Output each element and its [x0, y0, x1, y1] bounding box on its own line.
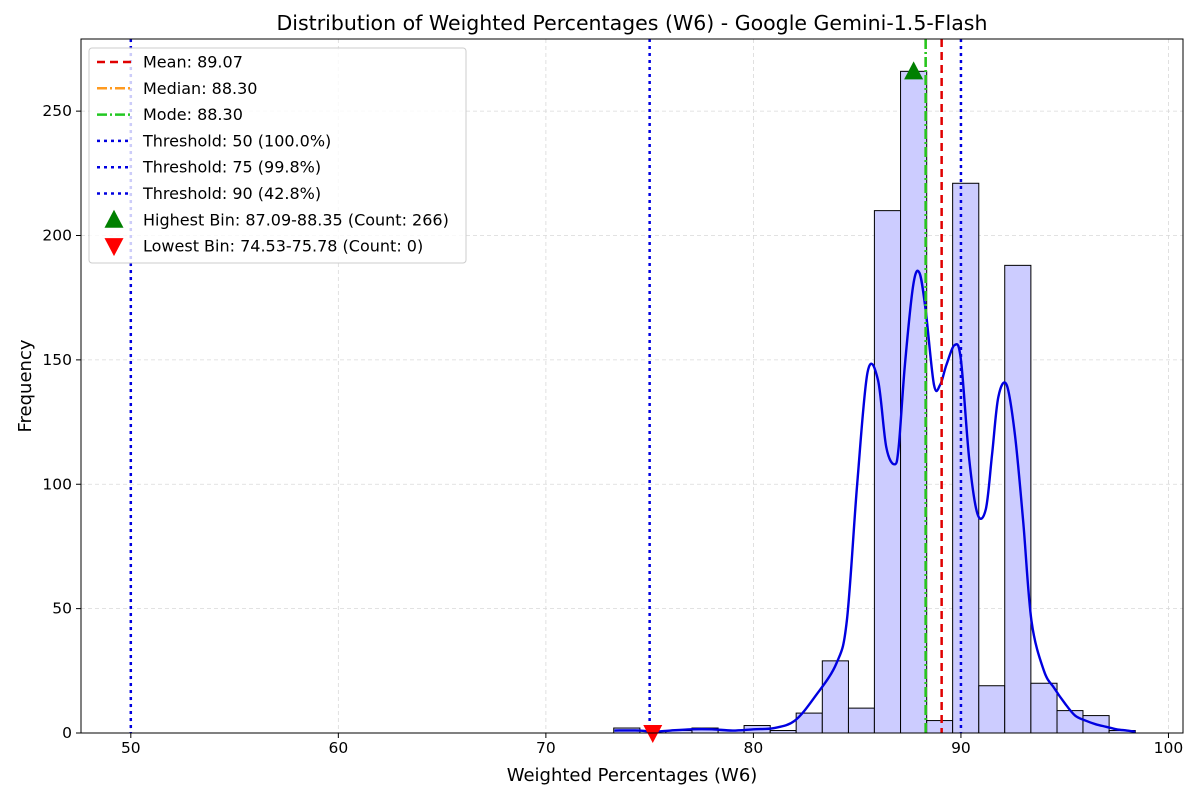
bin-marker-1 — [643, 725, 663, 743]
y-tick-label: 0 — [62, 724, 72, 742]
y-tick-label: 250 — [42, 102, 72, 120]
histogram-bar — [1004, 264, 1032, 734]
plot-frame — [80, 38, 1184, 734]
x-axis-label: Weighted Percentages (W6) — [507, 765, 758, 786]
legend-label-0: Mean: 89.07 — [143, 53, 243, 72]
reference-lines — [129, 39, 963, 733]
histogram-bar — [978, 685, 1006, 734]
bin-marker-0 — [904, 61, 924, 80]
histogram-bar — [1056, 710, 1084, 734]
histogram-bar — [821, 660, 849, 734]
legend-label-5: Threshold: 90 (42.8%) — [142, 184, 321, 203]
legend-box — [88, 47, 467, 264]
legend-label-3: Threshold: 50 (100.0%) — [142, 131, 331, 150]
y-tick-label: 200 — [42, 227, 72, 245]
histogram-bar — [873, 210, 902, 734]
legend-label-4: Threshold: 75 (99.8%) — [142, 158, 321, 177]
histogram-bar — [1030, 682, 1058, 734]
legend-swatch-7 — [104, 238, 124, 257]
legend-label-1: Median: 88.30 — [143, 79, 257, 98]
x-tick-label: 80 — [744, 739, 764, 757]
kde-line — [614, 269, 1136, 733]
x-tick-label: 90 — [951, 739, 971, 757]
chart-title: Distribution of Weighted Percentages (W6… — [277, 11, 988, 35]
y-tick-label: 150 — [42, 351, 72, 369]
legend-swatch-6 — [104, 209, 124, 228]
x-tick-label: 100 — [1154, 739, 1184, 757]
x-tick-label: 70 — [536, 739, 556, 757]
histogram-bar — [847, 707, 875, 734]
bin-markers — [643, 61, 924, 743]
legend-label-2: Mode: 88.30 — [143, 105, 243, 124]
axis-ticks: 50 60 70 80 90 100 0 50 100 150 200 250 — [42, 102, 1183, 757]
legend-label-6: Highest Bin: 87.09-88.35 (Count: 266) — [143, 210, 449, 229]
y-tick-label: 50 — [52, 600, 72, 618]
histogram-bar — [952, 182, 980, 734]
x-tick-label: 50 — [121, 739, 141, 757]
legend-label-7: Lowest Bin: 74.53-75.78 (Count: 0) — [143, 237, 423, 256]
y-axis-label: Frequency — [15, 339, 36, 432]
legend: Mean: 89.07 Median: 88.30 Mode: 88.30 Thres… — [88, 47, 467, 264]
y-tick-label: 100 — [42, 475, 72, 493]
kde-curve — [614, 269, 1136, 733]
histogram-bar — [900, 70, 928, 734]
x-tick-label: 60 — [328, 739, 348, 757]
histogram-bar — [926, 720, 954, 734]
